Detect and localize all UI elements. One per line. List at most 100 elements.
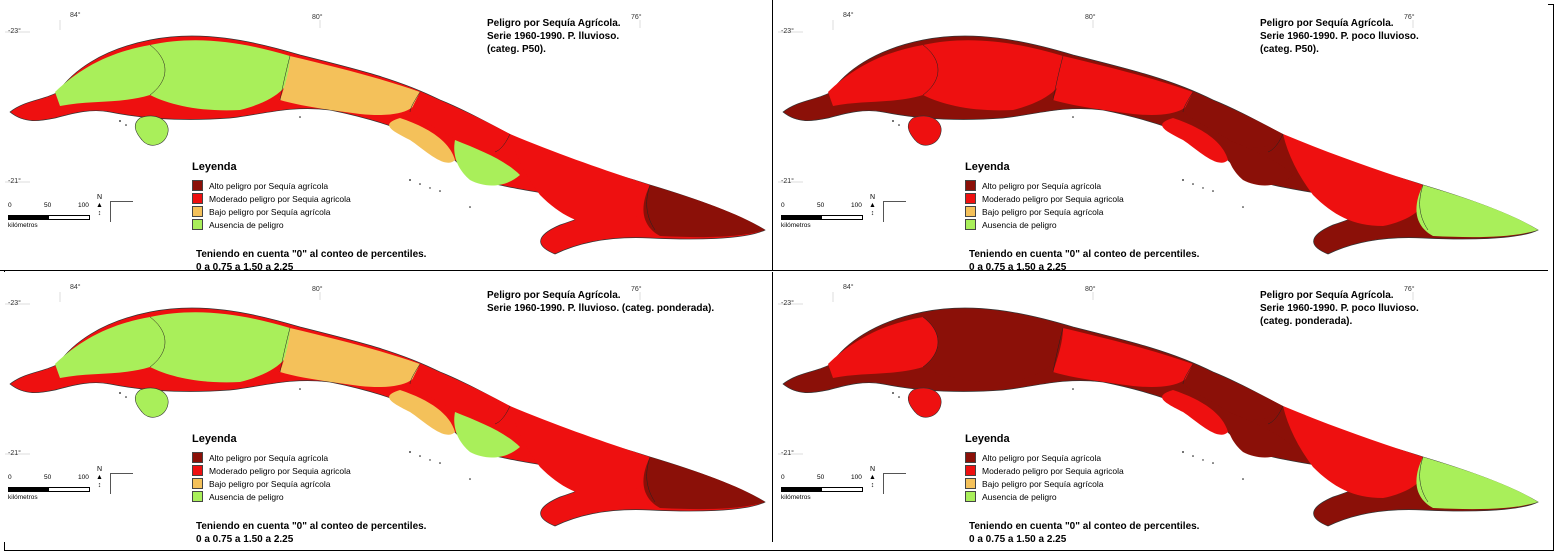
region-central-east bbox=[1162, 118, 1228, 163]
scale-label-100: 100 bbox=[851, 202, 862, 209]
region-oriente bbox=[510, 134, 653, 226]
lon-80-label: 80° bbox=[312, 286, 323, 293]
legend-item-moderado: Moderado peligro por Sequia agricola bbox=[192, 192, 351, 205]
legend: Leyenda Alto peligro por Sequía agrícola… bbox=[192, 433, 351, 503]
legend: Leyenda Alto peligro por Sequía agrícola… bbox=[965, 161, 1124, 231]
lat-21-label: -21° bbox=[781, 178, 794, 185]
cuba-map bbox=[5, 20, 766, 255]
legend-swatch-alto bbox=[965, 452, 976, 463]
legend-label: Ausencia de peligro bbox=[209, 219, 284, 230]
lon-76-label: 76° bbox=[631, 14, 642, 21]
region-central-east bbox=[389, 118, 455, 163]
scale-bar: 0 50 100 kilómetros bbox=[8, 202, 90, 229]
map-title: Peligro por Sequía Agrícola. Serie 1960-… bbox=[1260, 18, 1419, 55]
legend-swatch-moderado bbox=[965, 193, 976, 204]
percentile-note: Teniendo en cuenta "0" al conteo de perc… bbox=[196, 521, 427, 542]
region-oriente bbox=[1283, 134, 1426, 226]
lat-23-label: -23° bbox=[781, 300, 794, 307]
region-west bbox=[55, 317, 165, 378]
scale-label-50: 50 bbox=[44, 202, 52, 209]
lon-84-label: 84° bbox=[70, 12, 81, 19]
region-west-central bbox=[150, 312, 293, 383]
legend-item-alto: Alto peligro por Sequía agrícola bbox=[965, 179, 1124, 192]
scale-label-0: 0 bbox=[781, 474, 785, 481]
scale-label-100: 100 bbox=[78, 474, 89, 481]
legend-item-ausencia: Ausencia de peligro bbox=[192, 218, 351, 231]
legend-title: Leyenda bbox=[965, 161, 1010, 173]
lon-80-label: 80° bbox=[312, 14, 323, 21]
region-camaguey bbox=[1227, 412, 1293, 458]
region-west-central bbox=[923, 40, 1066, 111]
map-panel-4: 84° 80° 76° -23° -21° Peligro por Sequía… bbox=[773, 272, 1548, 542]
region-east-tip bbox=[643, 457, 765, 510]
legend-label: Alto peligro por Sequía agrícola bbox=[209, 452, 329, 463]
scale-label-50: 50 bbox=[817, 474, 825, 481]
legend-title: Leyenda bbox=[192, 433, 237, 445]
region-east-tip bbox=[1416, 185, 1538, 238]
scale-unit: kilómetros bbox=[8, 222, 38, 229]
map-panel-1: 84° 80° 76° -23° -21° Peligro por Sequía… bbox=[0, 0, 773, 271]
lon-84-label: 84° bbox=[843, 12, 854, 19]
region-camaguey bbox=[454, 140, 520, 186]
legend-swatch-bajo bbox=[192, 206, 203, 217]
map-title: Peligro por Sequía Agrícola. Serie 1960-… bbox=[487, 18, 621, 55]
legend-item-moderado: Moderado peligro por Sequia agricola bbox=[965, 192, 1124, 205]
region-center bbox=[280, 56, 420, 116]
legend-item-bajo: Bajo peligro por Sequía agrícola bbox=[192, 477, 351, 490]
scale-label-0: 0 bbox=[781, 202, 785, 209]
map-panel-2: 84° 80° 76° -23° -21° Peligro por Sequía… bbox=[773, 0, 1548, 271]
region-central-east bbox=[389, 390, 455, 435]
legend-swatch-bajo bbox=[965, 206, 976, 217]
region-center bbox=[1053, 328, 1193, 388]
legend: Leyenda Alto peligro por Sequía agrícola… bbox=[965, 433, 1124, 503]
legend-swatch-ausencia bbox=[192, 491, 203, 502]
lon-80-label: 80° bbox=[1085, 14, 1096, 21]
scale-graphic bbox=[781, 487, 863, 492]
scale-label-100: 100 bbox=[851, 474, 862, 481]
map-panel-3: 84° 80° 76° -23° -21° Peligro por Sequía… bbox=[0, 272, 773, 542]
scale-label-50: 50 bbox=[44, 474, 52, 481]
lat-21-label: -21° bbox=[8, 178, 21, 185]
lat-23-label: -23° bbox=[8, 28, 21, 35]
region-east-tip bbox=[643, 185, 765, 238]
legend-label: Bajo peligro por Sequía agrícola bbox=[209, 478, 331, 489]
percentile-note: Teniendo en cuenta "0" al conteo de perc… bbox=[969, 249, 1200, 271]
scale-label-100: 100 bbox=[78, 202, 89, 209]
legend-label: Alto peligro por Sequía agrícola bbox=[982, 452, 1102, 463]
legend-item-alto: Alto peligro por Sequía agrícola bbox=[965, 451, 1124, 464]
region-center bbox=[280, 328, 420, 388]
legend-label: Ausencia de peligro bbox=[209, 491, 284, 502]
inset-frame bbox=[110, 473, 133, 494]
region-west-central bbox=[150, 40, 293, 111]
region-camaguey bbox=[1227, 140, 1293, 186]
region-north-coast bbox=[1183, 364, 1283, 420]
region-center bbox=[1053, 56, 1193, 116]
region-west bbox=[55, 45, 165, 106]
legend-label: Bajo peligro por Sequía agrícola bbox=[982, 478, 1104, 489]
cuba-map bbox=[5, 292, 766, 527]
region-west bbox=[828, 317, 938, 378]
lon-76-label: 76° bbox=[631, 286, 642, 293]
legend-item-moderado: Moderado peligro por Sequia agricola bbox=[965, 464, 1124, 477]
legend-label: Moderado peligro por Sequia agricola bbox=[209, 465, 351, 476]
region-camaguey bbox=[454, 412, 520, 458]
lon-84-label: 84° bbox=[843, 284, 854, 291]
region-north-coast bbox=[410, 92, 510, 148]
region-east-tip bbox=[1416, 457, 1538, 510]
isla-juventud bbox=[907, 115, 942, 146]
region-north-coast bbox=[1183, 92, 1283, 148]
legend-label: Alto peligro por Sequía agrícola bbox=[209, 180, 329, 191]
legend-label: Bajo peligro por Sequía agrícola bbox=[982, 206, 1104, 217]
legend-label: Moderado peligro por Sequia agricola bbox=[982, 465, 1124, 476]
legend-item-bajo: Bajo peligro por Sequía agrícola bbox=[965, 205, 1124, 218]
legend-item-ausencia: Ausencia de peligro bbox=[965, 218, 1124, 231]
scale-label-0: 0 bbox=[8, 202, 12, 209]
scale-bar: 0 50 100 kilómetros bbox=[781, 202, 863, 229]
isla-juventud bbox=[134, 387, 169, 418]
scale-graphic bbox=[8, 487, 90, 492]
region-west-central bbox=[923, 312, 1066, 383]
north-arrow-icon: N ▲ ↕ bbox=[96, 466, 103, 489]
scale-bar: 0 50 100 kilómetros bbox=[8, 474, 90, 501]
lon-84-label: 84° bbox=[70, 284, 81, 291]
region-oriente bbox=[1283, 406, 1426, 498]
